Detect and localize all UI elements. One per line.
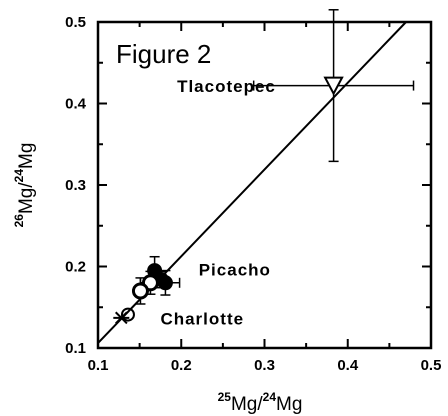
x-tick-label: 0.1 (88, 357, 109, 374)
annotations: Tlacotepec Picacho Charlotte (160, 77, 276, 328)
y-label-sup1: 26 (12, 214, 26, 228)
x-label-base1: Mg (231, 394, 257, 415)
x-axis-label: 25Mg/24Mg (218, 390, 303, 415)
x-tick-labels: 0.1 0.2 0.3 0.4 0.5 (88, 357, 442, 374)
annotation-label: Charlotte (160, 309, 244, 328)
x-label-sup2: 24 (263, 390, 277, 404)
data-point (252, 9, 415, 163)
triangle-marker (323, 76, 344, 96)
open-circle-marker (131, 282, 149, 300)
x-label-sup1: 25 (218, 390, 232, 404)
annotation-label: Tlacotepec (177, 77, 276, 96)
data-point (113, 311, 130, 325)
y-tick-label: 0.4 (65, 96, 87, 113)
annotation-label: Picacho (199, 260, 271, 279)
x-tick-label: 0.3 (254, 357, 275, 374)
asterisk-stroke (115, 311, 128, 325)
chart-title: Figure 2 (116, 39, 211, 69)
x-tick-label: 0.2 (171, 357, 192, 374)
data-point (131, 277, 149, 305)
y-axis-label: 26Mg/24Mg (12, 143, 37, 228)
open-circle-marker (120, 307, 135, 322)
x-label-base2: Mg (276, 394, 302, 415)
y-tick-label: 0.2 (65, 259, 86, 276)
y-label-slash: / (16, 182, 37, 188)
y-tick-label: 0.1 (65, 340, 86, 357)
y-tick-label: 0.5 (65, 14, 86, 31)
y-tick-label: 0.3 (65, 177, 86, 194)
x-tick-label: 0.4 (337, 357, 359, 374)
tick-marks (97, 21, 432, 349)
y-label-sup2: 24 (12, 169, 26, 183)
plot-frame (96, 20, 433, 350)
data-point (120, 307, 135, 322)
y-tick-labels: 0.1 0.2 0.3 0.4 0.5 (65, 14, 87, 357)
y-label-base1: Mg (16, 188, 37, 214)
data-points (113, 9, 415, 325)
x-label-slash: / (257, 394, 263, 415)
x-tick-label: 0.5 (421, 357, 442, 374)
y-label-base2: Mg (16, 143, 37, 169)
